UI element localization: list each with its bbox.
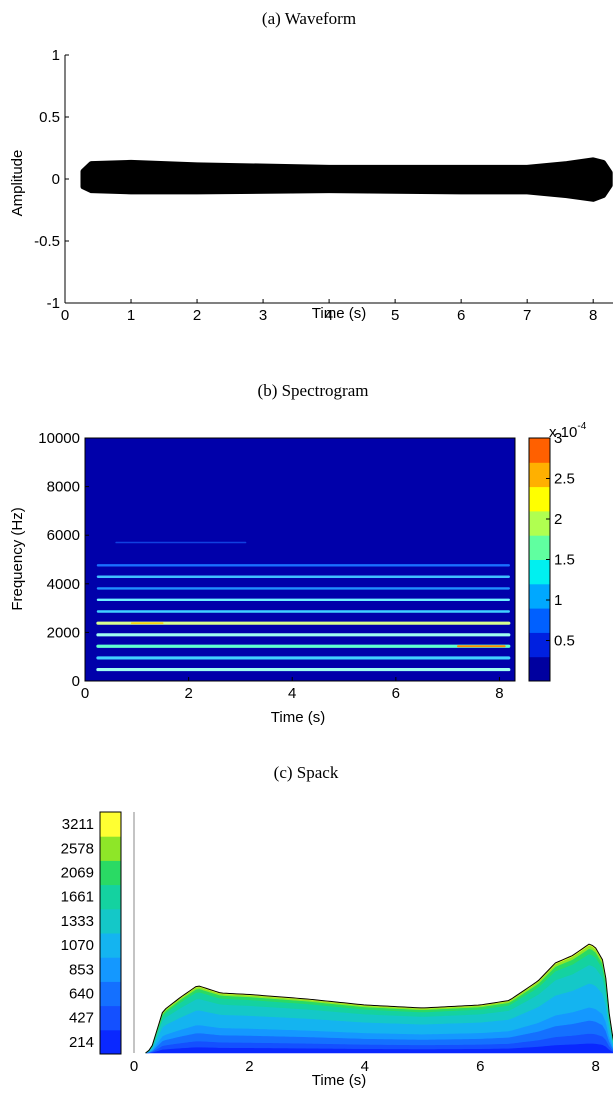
- spack-colorbar-segment: [100, 1029, 121, 1055]
- spectrogram-colorbar-multiplier: x 10-4: [549, 421, 587, 441]
- spectrogram-colorbar: [529, 438, 550, 682]
- spectrogram-colorbar-tick-label: 1.5: [554, 552, 575, 569]
- spack-colorbar-segment: [100, 884, 121, 910]
- waveform-x-tick-label: 8: [589, 307, 597, 324]
- spectrogram-y-tick-label: 6000: [47, 527, 80, 544]
- spack-colorbar: [100, 812, 121, 1055]
- spack-colorbar-frame: [99, 811, 122, 1055]
- spectrogram-title: (b) Spectrogram: [258, 381, 369, 400]
- spectrogram-colorbar-segment: [529, 608, 550, 633]
- spectrogram-colorbar-segment: [529, 462, 550, 488]
- waveform-x-tick-label: 0: [61, 307, 69, 324]
- spectrogram-colorbar-tick-label: 0.5: [554, 633, 575, 650]
- spack-x-tick-label: 0: [130, 1058, 138, 1075]
- spack-colorbar-segment: [100, 1005, 121, 1031]
- waveform-x-tick-label: 4: [325, 307, 333, 324]
- waveform-x-tick-label: 1: [127, 307, 135, 324]
- waveform-y-tick-label: -0.5: [34, 233, 60, 250]
- spectrogram-y-tick-label: 4000: [47, 576, 80, 593]
- spectrogram-x-tick-label: 4: [288, 685, 296, 702]
- panel-waveform: (a) Waveform Amplitude Time (s) -1-0.500…: [9, 9, 613, 324]
- waveform-ylabel: Amplitude: [9, 150, 26, 217]
- waveform-x-tick-label: 3: [259, 307, 267, 324]
- spectrogram-y-tick-label: 10000: [38, 430, 80, 447]
- spectrogram-y-tick-label: 0: [72, 673, 80, 690]
- spack-colorbar-segment: [100, 860, 121, 886]
- spack-colorbar-segment: [100, 933, 121, 958]
- spectrogram-colorbar-segment: [529, 535, 550, 560]
- spack-colorbar-label: 640: [69, 986, 94, 1003]
- spectrogram-colorbar-segment: [529, 656, 550, 682]
- spack-x-ticks: 0 2 4 6 8: [130, 1058, 600, 1075]
- waveform-x-tick-label: 5: [391, 307, 399, 324]
- spectrogram-colorbar-segment: [529, 559, 550, 585]
- waveform-y-tick-label: 0: [52, 171, 60, 188]
- spectrogram-x-ticks: 0 2 4 6 8: [81, 677, 504, 702]
- spectrogram-colorbar-segment: [529, 510, 550, 536]
- spack-x-tick-label: 8: [592, 1058, 600, 1075]
- spack-layers: [145, 943, 613, 1054]
- spack-colorbar-segment: [100, 957, 121, 982]
- waveform-y-ticks: -1 -0.5 0 0.5 1: [34, 47, 69, 312]
- spack-colorbar-label: 1661: [61, 889, 94, 906]
- spectrogram-harmonics: [96, 541, 511, 672]
- waveform-signal: [80, 157, 613, 202]
- spack-colorbar-segment: [100, 981, 121, 1007]
- spack-colorbar-label: 853: [69, 961, 94, 978]
- spectrogram-colorbar-ticks: 0.5 1 1.5 2 2.5 3: [546, 430, 575, 650]
- spack-colorbar-label: 214: [69, 1034, 94, 1051]
- waveform-x-tick-label: 7: [523, 307, 531, 324]
- spectrogram-plot-area: [85, 438, 515, 681]
- waveform-x-tick-label: 6: [457, 307, 465, 324]
- spack-colorbar-labels: 214 427 640 853 1070 1333 1661 2069 2578 3211: [61, 816, 94, 1051]
- spack-colorbar-label: 3211: [62, 816, 94, 833]
- spectrogram-colorbar-segment: [529, 583, 550, 609]
- spack-colorbar-label: 427: [69, 1010, 94, 1027]
- spack-colorbar-segment: [100, 836, 121, 861]
- waveform-x-ticks: 0 1 2 3 4 5 6 7 8: [61, 299, 597, 324]
- spack-title: (c) Spack: [274, 763, 339, 782]
- waveform-y-tick-label: 1: [52, 47, 60, 64]
- spack-xlabel: Time (s): [312, 1072, 366, 1089]
- spack-colorbar-segment: [100, 908, 121, 934]
- spack-colorbar-label: 1070: [61, 937, 94, 954]
- waveform-y-tick-label: -1: [47, 295, 60, 312]
- spectrogram-colorbar-segment: [529, 486, 550, 512]
- spack-x-tick-label: 4: [361, 1058, 369, 1075]
- spack-outline: [145, 943, 613, 1054]
- spectrogram-colorbar-tick-label: 1: [554, 592, 562, 609]
- waveform-y-tick-label: 0.5: [39, 109, 60, 126]
- spectrogram-y-tick-label: 8000: [47, 479, 80, 496]
- spack-colorbar-segment: [100, 812, 121, 837]
- spectrogram-x-tick-label: 2: [184, 685, 192, 702]
- waveform-title: (a) Waveform: [262, 9, 356, 28]
- spectrogram-y-tick-label: 2000: [47, 624, 80, 641]
- spectrogram-xlabel: Time (s): [271, 709, 325, 726]
- panel-spack: (c) Spack Time (s) 214427640853107013331…: [61, 763, 613, 1089]
- spack-colorbar-label: 2069: [61, 865, 94, 882]
- spectrogram-x-tick-label: 8: [495, 685, 503, 702]
- spectrogram-colorbar-tick-label: 2: [554, 511, 562, 528]
- panel-spectrogram: (b) Spectrogram Frequency (Hz) Time (s) …: [9, 381, 587, 726]
- spack-x-tick-label: 6: [476, 1058, 484, 1075]
- spectrogram-y-ticks: 0 2000 4000 6000 8000 10000: [38, 430, 89, 690]
- spectrogram-ylabel: Frequency (Hz): [9, 507, 26, 610]
- spack-colorbar-label: 1333: [61, 913, 94, 930]
- spack-x-tick-label: 2: [245, 1058, 253, 1075]
- waveform-xlabel: Time (s): [312, 305, 366, 322]
- spectrogram-colorbar-segment: [529, 632, 550, 658]
- spectrogram-frame: [84, 437, 516, 682]
- spectrogram-x-tick-label: 6: [392, 685, 400, 702]
- spectrogram-colorbar-segment: [529, 438, 550, 463]
- spack-colorbar-label: 2578: [61, 840, 94, 857]
- spectrogram-colorbar-tick-label: 2.5: [554, 471, 575, 488]
- waveform-x-tick-label: 2: [193, 307, 201, 324]
- spectrogram-x-tick-label: 0: [81, 685, 89, 702]
- spectrogram-colorbar-tick-label: 3: [554, 430, 562, 447]
